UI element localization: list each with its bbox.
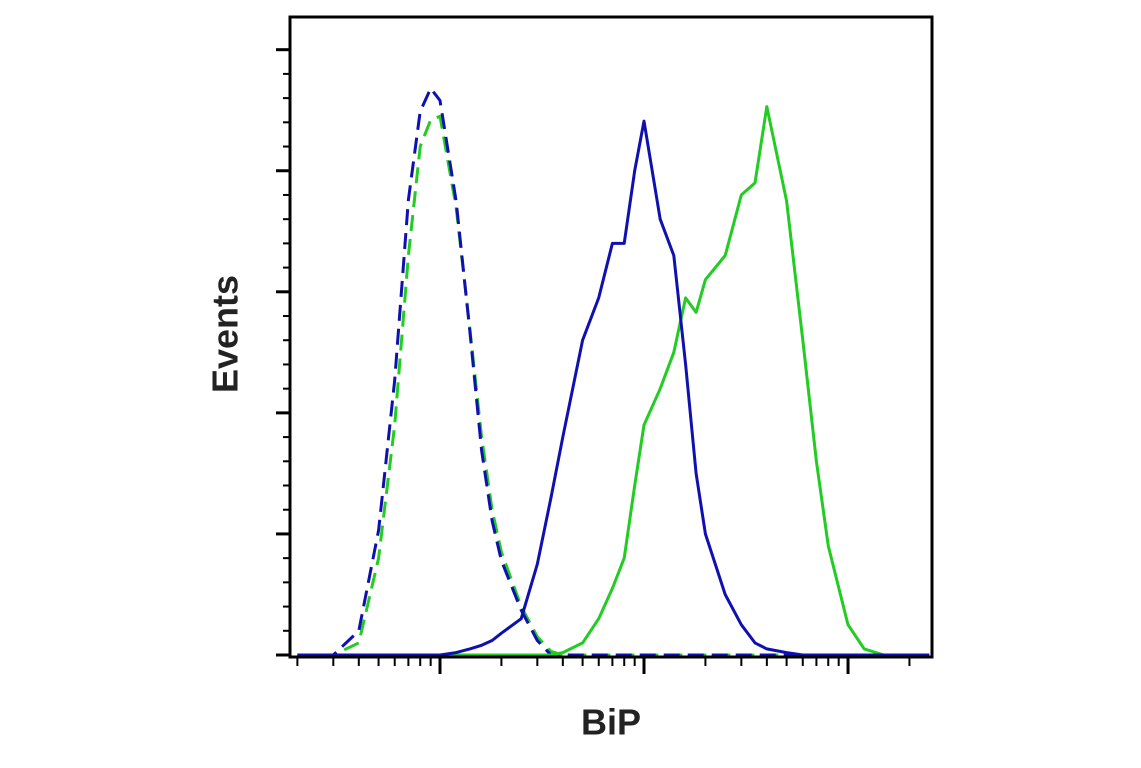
x-axis-title: BiP: [581, 702, 641, 743]
series-line: [297, 86, 930, 657]
series-line: [297, 105, 930, 657]
plot-frame: [288, 15, 934, 659]
series-line: [297, 119, 930, 657]
y-axis-title: Events: [205, 275, 246, 393]
series-line: [297, 114, 930, 657]
